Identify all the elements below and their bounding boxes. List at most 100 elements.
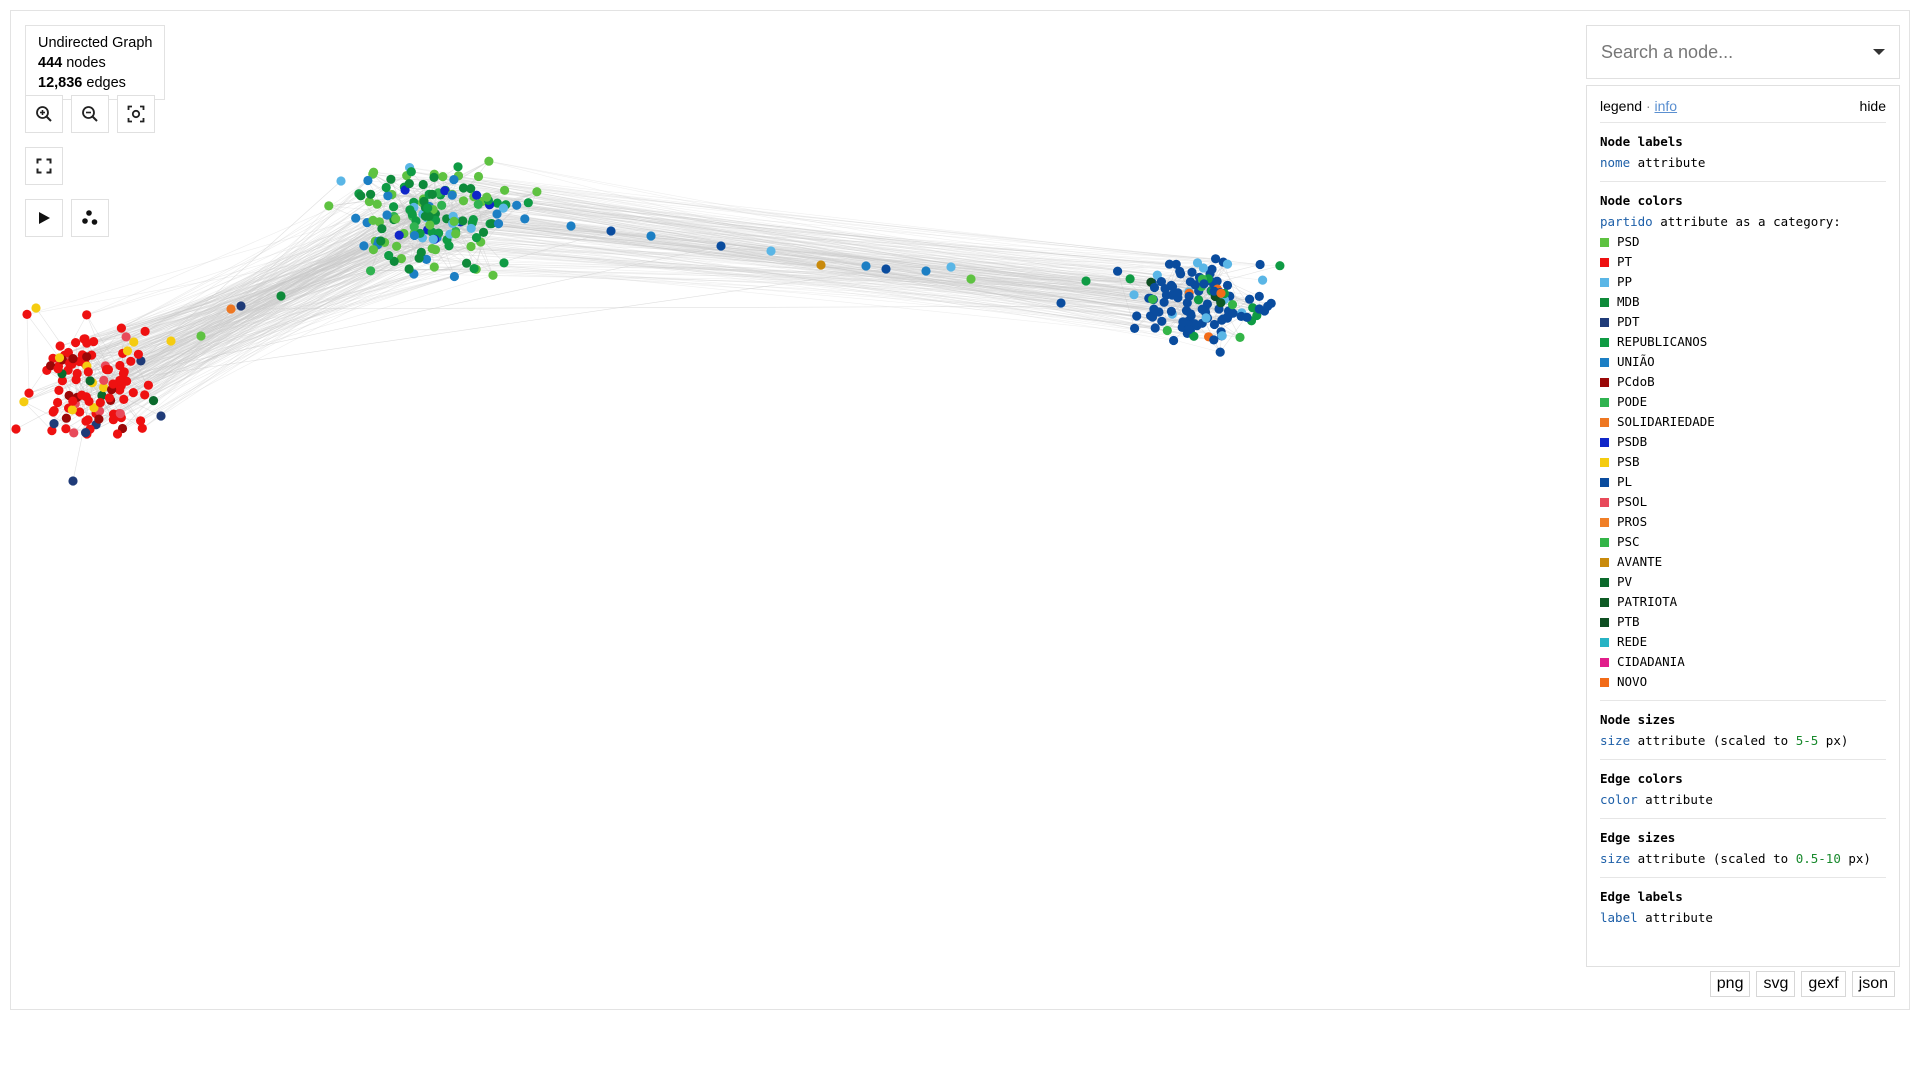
graph-node[interactable] — [440, 186, 450, 196]
graph-node[interactable] — [82, 310, 92, 320]
graph-node[interactable] — [75, 407, 85, 417]
graph-node[interactable] — [444, 241, 454, 251]
graph-node[interactable] — [137, 423, 147, 433]
graph-node[interactable] — [449, 216, 459, 226]
graph-node[interactable] — [466, 223, 476, 233]
graph-node[interactable] — [500, 185, 510, 195]
graph-node[interactable] — [1215, 347, 1225, 357]
graph-node[interactable] — [116, 323, 126, 333]
graph-node[interactable] — [68, 354, 78, 364]
graph-node[interactable] — [493, 219, 504, 229]
graph-node[interactable] — [1125, 274, 1135, 284]
chevron-down-icon[interactable] — [1873, 49, 1885, 55]
zoom-out-button[interactable] — [71, 95, 109, 133]
graph-node[interactable] — [133, 349, 143, 359]
graph-node[interactable] — [473, 171, 484, 182]
graph-node[interactable] — [1130, 323, 1140, 333]
graph-node[interactable] — [425, 220, 435, 230]
graph-node[interactable] — [324, 201, 334, 211]
graph-node[interactable] — [381, 182, 391, 193]
graph-node[interactable] — [449, 175, 459, 185]
graph-node[interactable] — [140, 326, 150, 336]
graph-node[interactable] — [386, 174, 396, 184]
graph-node[interactable] — [1217, 331, 1227, 341]
graph-node[interactable] — [429, 172, 439, 182]
graph-node[interactable] — [129, 337, 139, 347]
graph-node[interactable] — [396, 254, 406, 264]
graph-node[interactable] — [1157, 316, 1167, 326]
graph-node[interactable] — [1113, 266, 1123, 276]
graph-node[interactable] — [1227, 300, 1238, 310]
graph-node[interactable] — [488, 270, 498, 280]
graph-node[interactable] — [966, 274, 976, 284]
graph-node[interactable] — [1207, 264, 1217, 274]
graph-node[interactable] — [54, 385, 64, 395]
graph-node[interactable] — [368, 169, 378, 179]
graph-node[interactable] — [119, 367, 129, 377]
graph-node[interactable] — [372, 199, 382, 209]
search-input[interactable] — [1601, 26, 1851, 78]
graph-node[interactable] — [469, 264, 479, 274]
graph-node[interactable] — [196, 331, 206, 341]
graph-node[interactable] — [356, 191, 366, 201]
graph-node[interactable] — [226, 304, 236, 314]
graph-node[interactable] — [921, 266, 931, 276]
graph-node[interactable] — [1173, 288, 1183, 298]
graph-node[interactable] — [429, 262, 439, 272]
graph-node[interactable] — [1178, 317, 1188, 327]
graph-node[interactable] — [11, 424, 21, 434]
graph-node[interactable] — [523, 198, 533, 208]
graph-node[interactable] — [716, 241, 726, 251]
graph-node[interactable] — [458, 183, 469, 193]
graph-node[interactable] — [81, 428, 91, 438]
graph-node[interactable] — [236, 301, 246, 311]
graph-node[interactable] — [108, 379, 118, 389]
graph-node[interactable] — [99, 375, 109, 385]
graph-node[interactable] — [389, 202, 399, 212]
graph-node[interactable] — [1216, 298, 1226, 308]
graph-node[interactable] — [391, 214, 401, 224]
graph-node[interactable] — [473, 199, 483, 209]
graph-node[interactable] — [499, 258, 509, 268]
graph-node[interactable] — [384, 250, 394, 261]
graph-node[interactable] — [1209, 286, 1219, 296]
graph-node[interactable] — [363, 175, 373, 186]
graph-node[interactable] — [82, 338, 92, 348]
graph-node[interactable] — [53, 364, 63, 374]
graph-node[interactable] — [492, 198, 502, 208]
graph-node[interactable] — [148, 396, 159, 406]
graph-node[interactable] — [492, 209, 502, 219]
graph-node[interactable] — [418, 179, 428, 190]
graph-node[interactable] — [47, 426, 57, 436]
graph-node[interactable] — [49, 406, 59, 416]
graph-node[interactable] — [1275, 261, 1285, 271]
graph-node[interactable] — [424, 211, 434, 221]
graph-node[interactable] — [566, 221, 576, 231]
graph-node[interactable] — [359, 241, 369, 251]
graph-node[interactable] — [416, 247, 426, 257]
graph-node[interactable] — [1222, 259, 1233, 269]
graph-node[interactable] — [68, 396, 78, 406]
graph-node[interactable] — [468, 215, 478, 225]
graph-node[interactable] — [104, 393, 114, 403]
graph-node[interactable] — [377, 224, 387, 234]
graph-node[interactable] — [451, 229, 461, 239]
graph-node[interactable] — [394, 230, 404, 240]
graph-node[interactable] — [54, 353, 65, 363]
graph-node[interactable] — [19, 397, 29, 407]
graph-node[interactable] — [1169, 335, 1179, 346]
graph-node[interactable] — [466, 241, 476, 252]
graph-node[interactable] — [427, 189, 437, 199]
graph-node[interactable] — [156, 411, 166, 421]
graph-node[interactable] — [81, 416, 91, 426]
export-png-button[interactable]: png — [1709, 971, 1751, 997]
graph-node[interactable] — [478, 227, 489, 237]
graph-node[interactable] — [1254, 291, 1264, 301]
graph-node[interactable] — [115, 385, 125, 395]
graph-node[interactable] — [89, 403, 99, 413]
graph-node[interactable] — [1162, 325, 1172, 336]
graph-node[interactable] — [487, 219, 497, 229]
graph-node[interactable] — [22, 309, 32, 319]
graph-node[interactable] — [46, 361, 56, 371]
graph-node[interactable] — [1149, 282, 1160, 293]
